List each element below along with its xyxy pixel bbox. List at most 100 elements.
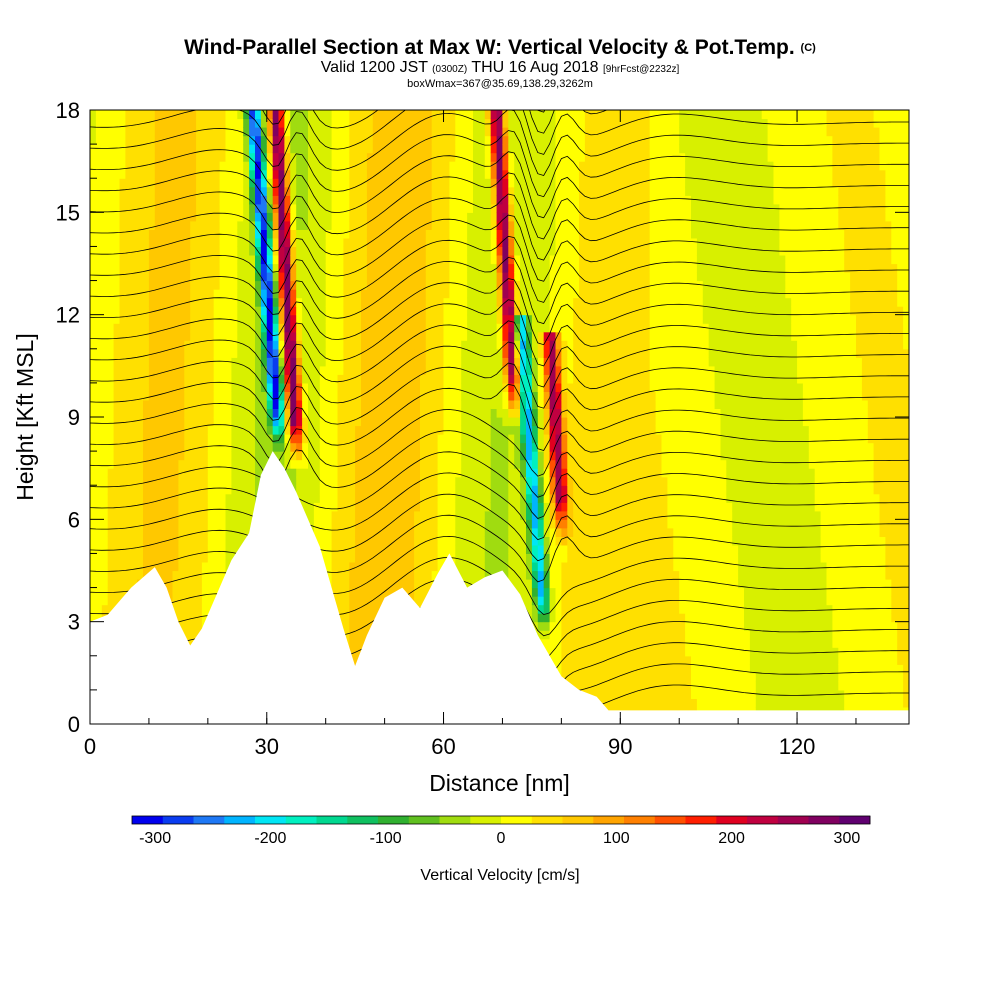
field-cell — [249, 229, 256, 239]
field-cell — [372, 459, 380, 469]
field-cell — [184, 357, 191, 367]
field-cell — [160, 306, 168, 316]
field-cell — [201, 544, 209, 554]
field-cell — [343, 579, 350, 589]
field-cell — [473, 178, 480, 188]
field-cell — [420, 510, 427, 520]
field-cell — [378, 152, 386, 162]
field-cell — [101, 382, 109, 392]
field-cell — [178, 186, 185, 196]
field-cell — [266, 374, 274, 384]
field-cell — [461, 237, 468, 247]
field-cell — [355, 314, 362, 324]
field-cell — [196, 570, 203, 580]
field-cell — [243, 289, 250, 299]
field-cell — [101, 365, 109, 375]
field-cell — [337, 417, 344, 427]
field-cell — [408, 323, 415, 333]
field-cell — [319, 195, 327, 205]
field-cell — [372, 408, 380, 418]
field-cell — [260, 306, 268, 316]
field-cell — [378, 314, 386, 324]
field-cell — [408, 391, 415, 401]
field-cell — [213, 246, 221, 256]
field-cell — [119, 297, 126, 307]
field-cell — [308, 348, 315, 358]
field-cell — [178, 195, 185, 205]
field-cell — [172, 280, 179, 290]
field-cell — [361, 357, 368, 367]
field-cell — [278, 399, 285, 409]
field-cell — [325, 152, 333, 162]
field-cell — [237, 195, 244, 205]
field-cell — [378, 169, 386, 179]
field-cell — [296, 186, 303, 196]
field-cell — [490, 331, 498, 341]
field-cell — [308, 306, 315, 316]
field-cell — [213, 562, 221, 572]
field-cell — [313, 144, 321, 154]
field-cell — [284, 272, 291, 282]
field-cell — [290, 272, 297, 282]
field-cell — [101, 323, 109, 333]
field-cell — [478, 229, 486, 239]
field-cell — [414, 110, 421, 120]
field-cell — [196, 212, 203, 222]
field-cell — [101, 527, 109, 537]
field-cell — [125, 442, 132, 452]
field-cell — [455, 229, 462, 239]
field-cell — [425, 357, 433, 367]
field-cell — [284, 391, 291, 401]
field-cell — [243, 246, 250, 256]
field-cell — [443, 425, 450, 435]
field-cell — [249, 203, 256, 213]
field-cell — [396, 220, 403, 230]
field-cell — [207, 127, 215, 137]
field-cell — [166, 161, 174, 171]
field-cell — [107, 169, 115, 179]
field-cell — [366, 510, 374, 520]
field-cell — [278, 442, 285, 452]
field-cell — [225, 144, 232, 154]
field-cell — [190, 510, 197, 520]
field-cell — [361, 553, 368, 563]
field-cell — [225, 408, 232, 418]
field-cell — [196, 152, 203, 162]
field-cell — [337, 587, 344, 597]
field-cell — [437, 135, 445, 145]
field-cell — [437, 110, 445, 120]
field-cell — [272, 178, 280, 188]
field-cell — [119, 442, 126, 452]
field-cell — [207, 476, 215, 486]
field-cell — [178, 331, 185, 341]
field-cell — [349, 502, 356, 512]
field-cell — [184, 289, 191, 299]
field-cell — [225, 255, 232, 265]
field-cell — [213, 348, 221, 358]
field-cell — [313, 476, 321, 486]
field-cell — [90, 604, 97, 614]
field-cell — [431, 263, 439, 273]
field-cell — [319, 434, 327, 444]
field-cell — [349, 434, 356, 444]
field-cell — [249, 493, 256, 503]
field-cell — [225, 118, 232, 128]
field-cell — [125, 203, 132, 213]
field-cell — [437, 485, 445, 495]
field-cell — [308, 425, 315, 435]
field-cell — [467, 468, 474, 478]
field-cell — [225, 417, 232, 427]
field-cell — [361, 323, 368, 333]
field-cell — [184, 493, 191, 503]
field-cell — [90, 451, 97, 461]
field-cell — [296, 144, 303, 154]
field-cell — [137, 152, 144, 162]
field-cell — [420, 186, 427, 196]
field-cell — [473, 365, 480, 375]
field-cell — [372, 493, 380, 503]
field-cell — [101, 519, 109, 529]
field-cell — [443, 544, 450, 554]
field-cell — [178, 527, 185, 537]
field-cell — [490, 110, 498, 120]
field-cell — [484, 229, 492, 239]
